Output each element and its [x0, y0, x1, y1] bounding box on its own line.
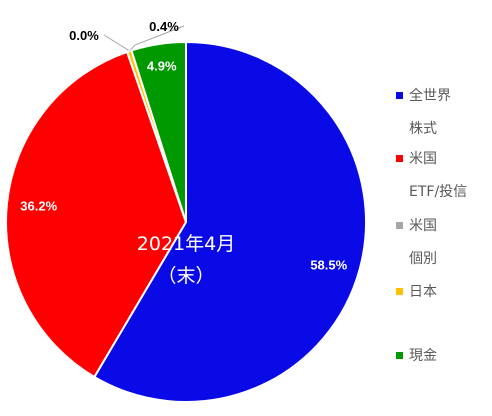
legend-swatch [396, 288, 403, 295]
pie-slice [5, 50, 188, 379]
legend-swatch [396, 352, 403, 359]
leader-line [128, 25, 185, 52]
value-label: 4.9% [147, 58, 177, 73]
legend-label: 米国 個別 [409, 218, 437, 267]
leader-line [103, 34, 129, 53]
pie-slice [130, 40, 187, 223]
legend-swatch [396, 92, 403, 99]
legend-item: 米国 ETF/投信 [396, 143, 467, 209]
value-label: 36.2% [20, 199, 57, 214]
legend-swatch [396, 155, 403, 162]
value-label: 0.0% [69, 28, 99, 43]
value-label: 0.4% [149, 19, 179, 34]
chart-title: 2021年4月 （末） [136, 233, 236, 287]
legend-swatch [396, 222, 403, 229]
legend-item: 全世界 株式 [396, 80, 451, 146]
legend-label: 現金 [409, 348, 437, 364]
legend-item: 日本 [396, 276, 437, 309]
legend-label: 日本 [409, 284, 437, 300]
legend-item: 現金 [396, 340, 437, 373]
pie-slice [93, 40, 367, 403]
legend-item: 米国 個別 [396, 210, 437, 276]
value-label: 58.5% [310, 258, 347, 273]
legend-label: 全世界 株式 [409, 88, 451, 137]
legend-label: 米国 ETF/投信 [409, 151, 468, 200]
